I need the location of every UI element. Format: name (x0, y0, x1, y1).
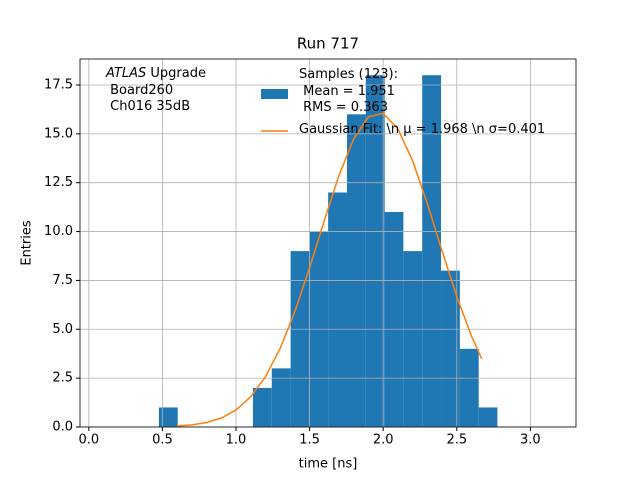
legend-label: Samples (123): Mean = 1.951 RMS = 0.363 (299, 67, 398, 115)
annotation-italic: ATLAS (106, 66, 147, 81)
x-tick-label: 2.0 (373, 433, 394, 448)
x-tick-label: 3.0 (520, 433, 541, 448)
y-tick-label: 7.5 (52, 273, 73, 288)
bar (252, 387, 272, 427)
x-tick-label: 0.5 (152, 433, 173, 448)
bar (346, 114, 366, 427)
y-axis-label: Entries (20, 220, 35, 266)
bar (328, 192, 347, 427)
bar (422, 75, 442, 428)
y-tick-label: 5.0 (52, 322, 73, 337)
legend-label: Gaussian Fit: \n μ = 1.968 \n σ=0.401 (299, 122, 546, 137)
y-tick-label: 10.0 (44, 224, 73, 239)
annotation-text: Upgrade Board260 Ch016 35dB (110, 66, 206, 114)
bar (459, 348, 479, 427)
bar (478, 407, 498, 427)
bar (158, 407, 178, 427)
legend-swatch (261, 89, 288, 99)
y-tick-label: 17.5 (44, 77, 73, 92)
bar (384, 212, 404, 427)
bar (441, 270, 460, 427)
y-tick-label: 2.5 (52, 371, 73, 386)
annotation: ATLAS Upgrade Board260 Ch016 35dB (106, 66, 206, 116)
x-tick-label: 1.5 (299, 433, 320, 448)
bar (365, 75, 385, 428)
x-axis-label: time [ns] (299, 457, 358, 472)
y-tick-label: 0.0 (52, 420, 73, 435)
fit-line (177, 112, 483, 427)
x-tick-label: 0.0 (78, 433, 99, 448)
y-tick-label: 15.0 (44, 126, 73, 141)
x-tick-label: 2.5 (446, 433, 467, 448)
bar (403, 251, 423, 427)
x-tick-label: 1.0 (226, 433, 247, 448)
bar (290, 251, 310, 427)
axes-frame (79, 58, 577, 428)
y-tick-label: 12.5 (44, 175, 73, 190)
chart-title: Run 717 (297, 35, 359, 53)
bar (271, 368, 291, 427)
